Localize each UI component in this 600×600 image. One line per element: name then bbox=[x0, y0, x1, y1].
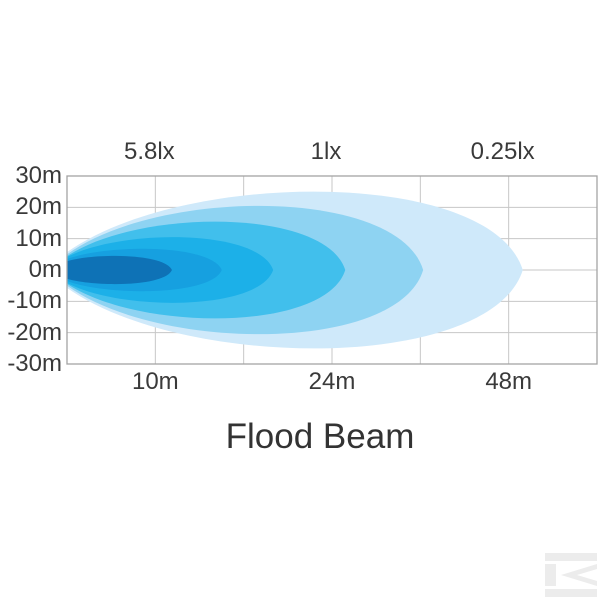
beam-isolux-band bbox=[67, 255, 172, 285]
k-logo-watermark-icon bbox=[545, 553, 597, 597]
plot-border bbox=[66, 175, 598, 365]
y-tick-label: -30m bbox=[7, 350, 62, 377]
lux-label: 5.8lx bbox=[123, 138, 175, 165]
x-tick-label: 24m bbox=[308, 368, 356, 395]
k-logo-shape bbox=[545, 553, 597, 561]
y-tick-label: -10m bbox=[7, 287, 62, 315]
k-logo-shape bbox=[545, 589, 597, 597]
lux-label: 0.25lx bbox=[470, 138, 535, 165]
y-tick-label: 30m bbox=[15, 162, 62, 189]
chart-title: Flood Beam bbox=[225, 417, 415, 456]
k-logo-shape bbox=[577, 569, 597, 581]
y-tick-label: 10m bbox=[15, 224, 62, 252]
x-tick-label: 10m bbox=[131, 368, 179, 395]
y-tick-label: 0m bbox=[28, 256, 62, 283]
x-tick-label: 48m bbox=[485, 368, 532, 395]
k-logo-shape bbox=[545, 564, 556, 586]
y-tick-label: -20m bbox=[7, 318, 62, 346]
lux-label: 1lx bbox=[310, 138, 342, 165]
y-tick-label: 20m bbox=[15, 193, 62, 221]
